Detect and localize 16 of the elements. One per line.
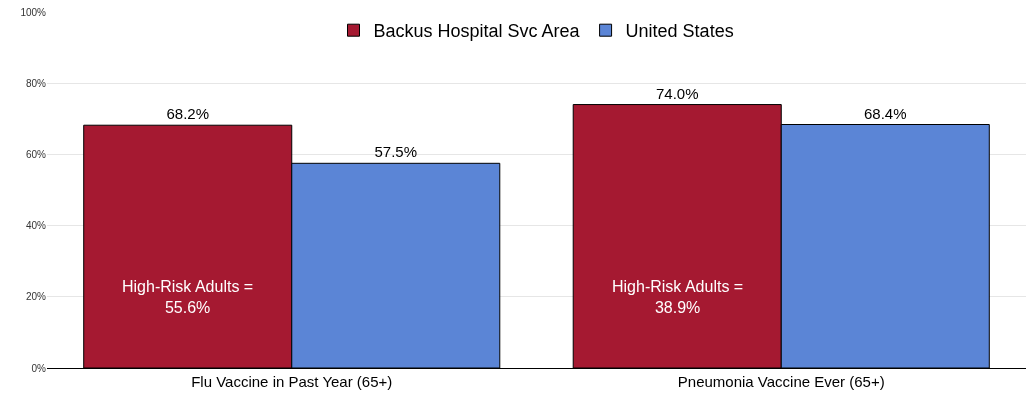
y-tick-label: 0% xyxy=(31,362,47,374)
x-tick-label: Pneumonia Vaccine Ever (65+) xyxy=(677,373,885,390)
annotation: High-Risk Adults = 38.9% xyxy=(612,278,744,316)
y-tick-label: 80% xyxy=(25,77,47,89)
data-label: 68.4% xyxy=(864,104,907,122)
data-label: 74.0% xyxy=(655,84,699,102)
x-tick-label: Flu Vaccine in Past Year (65+) xyxy=(191,373,393,390)
data-label: 68.2% xyxy=(166,105,209,123)
data-label: 57.5% xyxy=(374,143,418,161)
annotation: High-Risk Adults = 55.6% xyxy=(122,278,254,316)
y-tick-label: 20% xyxy=(25,291,47,303)
y-tick-label: 60% xyxy=(25,148,47,160)
y-tick-label: 40% xyxy=(25,220,47,232)
y-tick-label: 100% xyxy=(20,6,47,18)
legend-label: United States xyxy=(625,21,734,42)
legend-label: Backus Hospital Svc Area xyxy=(373,21,581,42)
